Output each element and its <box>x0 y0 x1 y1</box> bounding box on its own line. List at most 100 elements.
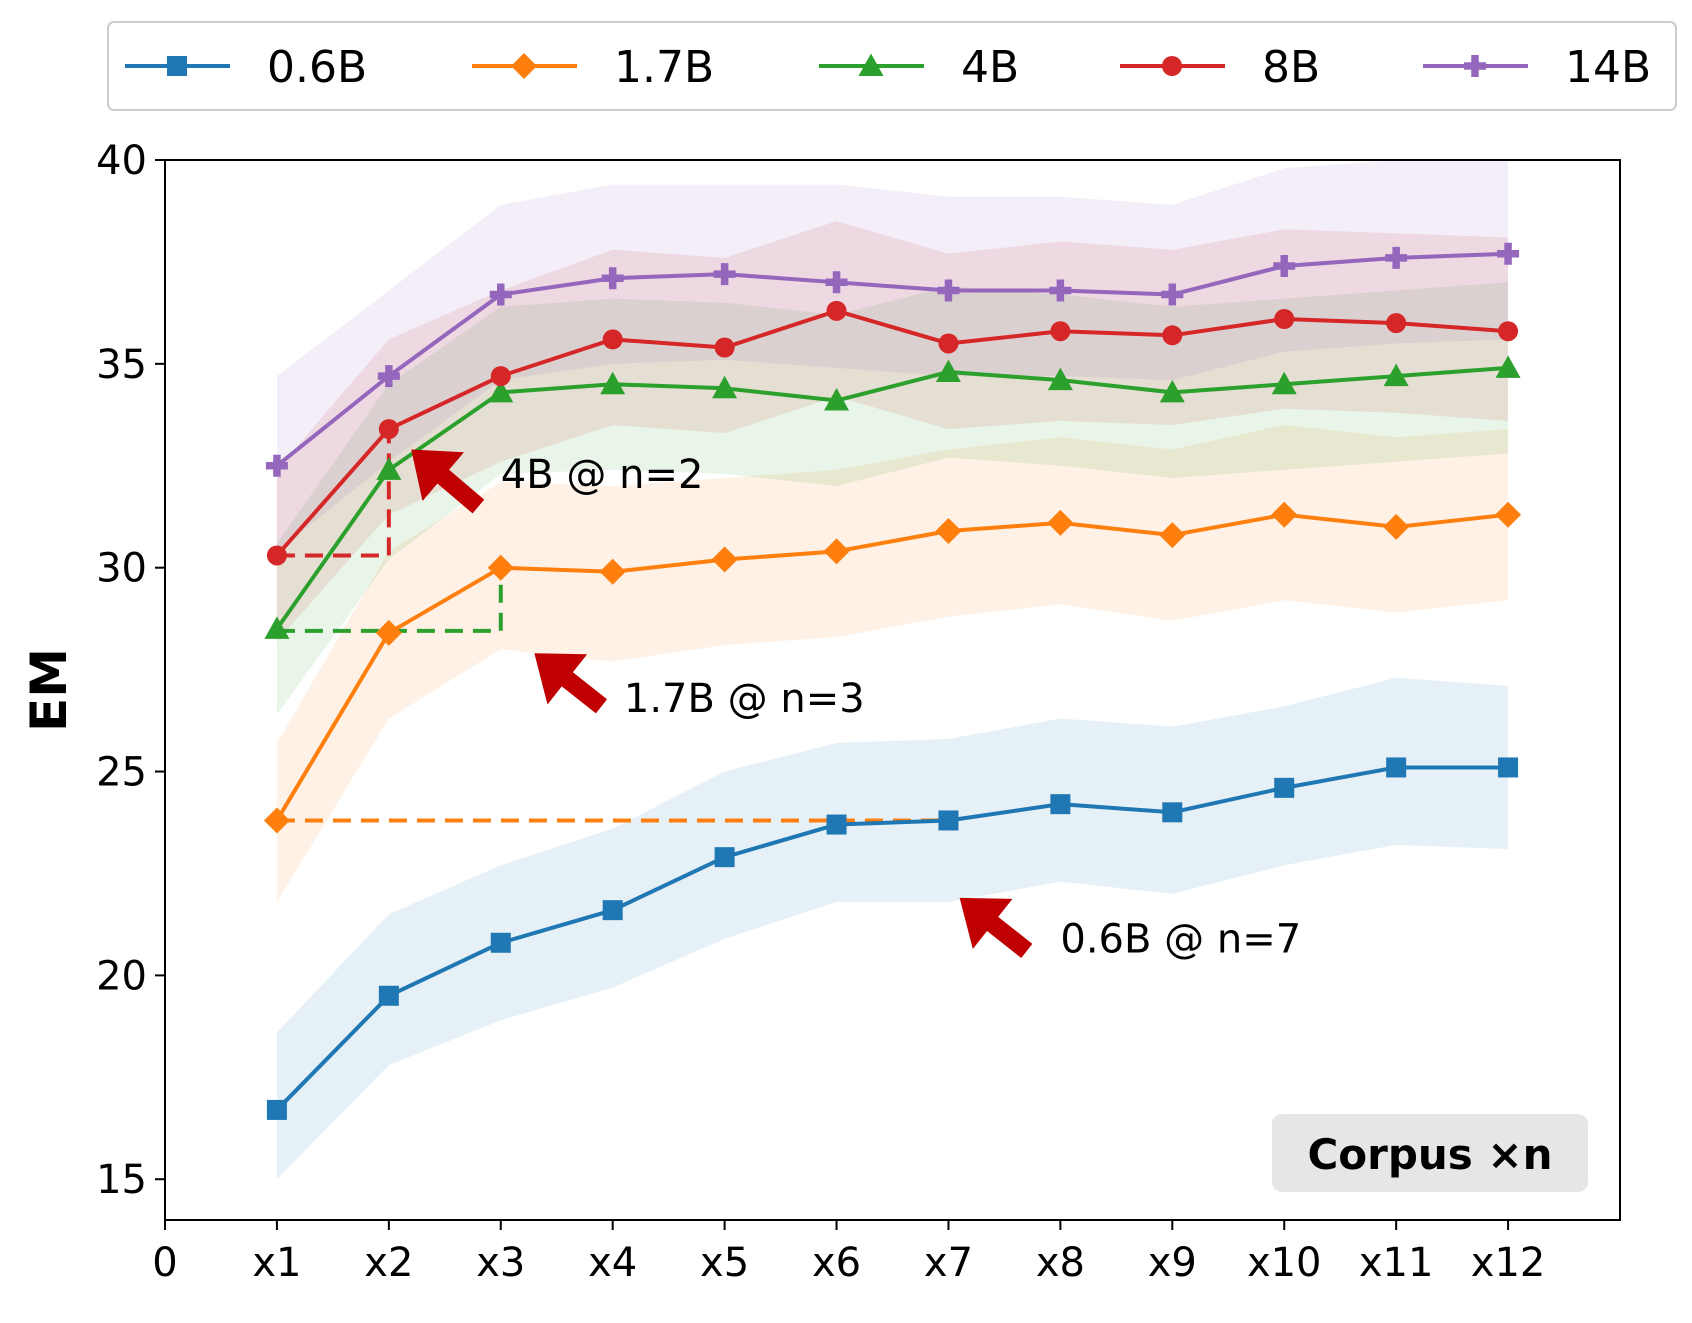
x-tick-label-x6: x6 <box>812 1240 861 1286</box>
legend-marker-14B <box>1464 55 1486 77</box>
point-14B-x3 <box>489 283 512 306</box>
point-4B-x3 <box>488 379 514 403</box>
y-tick-label-15: 15 <box>96 1157 147 1203</box>
y-tick-label-25: 25 <box>96 750 147 796</box>
x-tick-label-x5: x5 <box>700 1240 749 1286</box>
point-4B-x7 <box>935 359 961 382</box>
point-14B-x12 <box>1497 242 1520 265</box>
annotation-text-2: 1.7B @ n=3 <box>624 676 865 722</box>
point-4B-x12 <box>1495 355 1521 378</box>
legend-label-8B: 8B <box>1262 42 1320 93</box>
legend-marker-0.6B <box>167 56 187 76</box>
legend-marker-8B <box>1162 56 1182 76</box>
point-14B-x1 <box>265 454 288 477</box>
point-14B-x7 <box>937 279 960 302</box>
point-1.7B-x6 <box>823 538 850 565</box>
x-tick-label-x2: x2 <box>364 1240 413 1286</box>
point-1.7B-x5 <box>711 546 738 573</box>
point-4B-x1 <box>264 616 290 639</box>
corpus-label-box: Corpus ×n <box>1272 1114 1588 1192</box>
point-0.6B-x5 <box>714 847 735 868</box>
point-1.7B-x1 <box>263 807 290 834</box>
x-tick-label-x9: x9 <box>1148 1240 1197 1286</box>
x-tick-label-x12: x12 <box>1471 1240 1546 1286</box>
point-8B-x2 <box>378 419 399 440</box>
annotation-arrow-1 <box>411 449 485 514</box>
point-14B-x2 <box>377 365 400 388</box>
point-1.7B-x7 <box>935 518 962 544</box>
point-0.6B-x4 <box>602 900 623 921</box>
corpus-label: Corpus ×n <box>1307 1130 1552 1179</box>
point-0.6B-x10 <box>1274 777 1295 798</box>
point-1.7B-x2 <box>375 619 402 646</box>
point-1.7B-x3 <box>487 554 514 581</box>
x-tick-label-0: 0 <box>152 1240 177 1286</box>
legend-label-1.7B: 1.7B <box>614 42 714 93</box>
line-14B <box>275 251 1509 468</box>
point-8B-x9 <box>1162 325 1183 346</box>
line-8B <box>275 308 1509 557</box>
x-tick-label-x11: x11 <box>1359 1240 1434 1286</box>
annotation-arrow-2 <box>534 653 608 714</box>
point-8B-x5 <box>714 337 735 358</box>
legend-marker-4B <box>858 53 884 76</box>
band-14B <box>276 160 1509 552</box>
line-0.6B <box>275 765 1509 1112</box>
point-8B-x10 <box>1274 309 1295 329</box>
point-4B-x6 <box>824 388 850 411</box>
x-tick-label-x1: x1 <box>252 1240 301 1286</box>
y-axis-label: EM <box>20 648 78 732</box>
line-4B <box>275 365 1509 630</box>
point-1.7B-x11 <box>1383 513 1410 540</box>
point-14B-x4 <box>601 267 624 290</box>
band-1.7B <box>276 425 1509 902</box>
legend-label-0.6B: 0.6B <box>267 42 367 93</box>
y-tick-label-35: 35 <box>96 342 147 388</box>
y-tick-label-20: 20 <box>96 953 147 999</box>
confidence-bands <box>276 160 1509 1180</box>
legend-marker-1.7B <box>511 53 537 79</box>
plot-frame <box>164 159 1621 1221</box>
annotation-text-3: 0.6B @ n=7 <box>1060 917 1301 963</box>
legend-label-4B: 4B <box>961 42 1019 93</box>
point-14B-x5 <box>713 263 736 286</box>
band-0.6B <box>276 677 1509 1180</box>
point-0.6B-x1 <box>266 1099 287 1120</box>
point-4B-x2 <box>376 457 402 480</box>
point-1.7B-x4 <box>599 558 626 585</box>
point-1.7B-x10 <box>1271 501 1298 528</box>
point-8B-x4 <box>602 329 623 350</box>
x-tick-label-x7: x7 <box>924 1240 973 1286</box>
point-0.6B-x12 <box>1498 757 1519 778</box>
point-0.6B-x3 <box>490 932 511 953</box>
point-8B-x1 <box>266 545 287 566</box>
y-tick-label-40: 40 <box>96 138 147 184</box>
line-1.7B <box>275 512 1509 822</box>
point-14B-x11 <box>1385 246 1408 269</box>
legend: 0.6B 1.7B 4B 8B 14B <box>107 21 1677 111</box>
point-1.7B-x8 <box>1047 509 1074 536</box>
point-0.6B-x9 <box>1162 802 1183 823</box>
point-0.6B-x8 <box>1050 794 1071 815</box>
point-0.6B-x11 <box>1386 757 1407 778</box>
point-8B-x11 <box>1386 313 1407 334</box>
point-14B-x9 <box>1161 283 1184 306</box>
y-tick-label-30: 30 <box>96 546 147 592</box>
point-1.7B-x12 <box>1495 501 1522 528</box>
series-markers <box>263 242 1522 1120</box>
x-tick-label-x3: x3 <box>476 1240 525 1286</box>
point-8B-x3 <box>490 366 511 387</box>
point-14B-x8 <box>1049 279 1072 302</box>
point-4B-x11 <box>1383 363 1409 387</box>
point-4B-x5 <box>712 375 738 399</box>
point-0.6B-x6 <box>826 814 847 835</box>
corpus-label-background <box>1272 1114 1588 1192</box>
point-4B-x9 <box>1159 379 1185 403</box>
point-1.7B-x9 <box>1159 522 1186 549</box>
point-14B-x10 <box>1273 255 1296 277</box>
point-4B-x4 <box>600 371 626 395</box>
point-0.6B-x2 <box>378 985 399 1006</box>
series-lines <box>275 251 1509 1112</box>
reference-line-2 <box>276 567 503 633</box>
